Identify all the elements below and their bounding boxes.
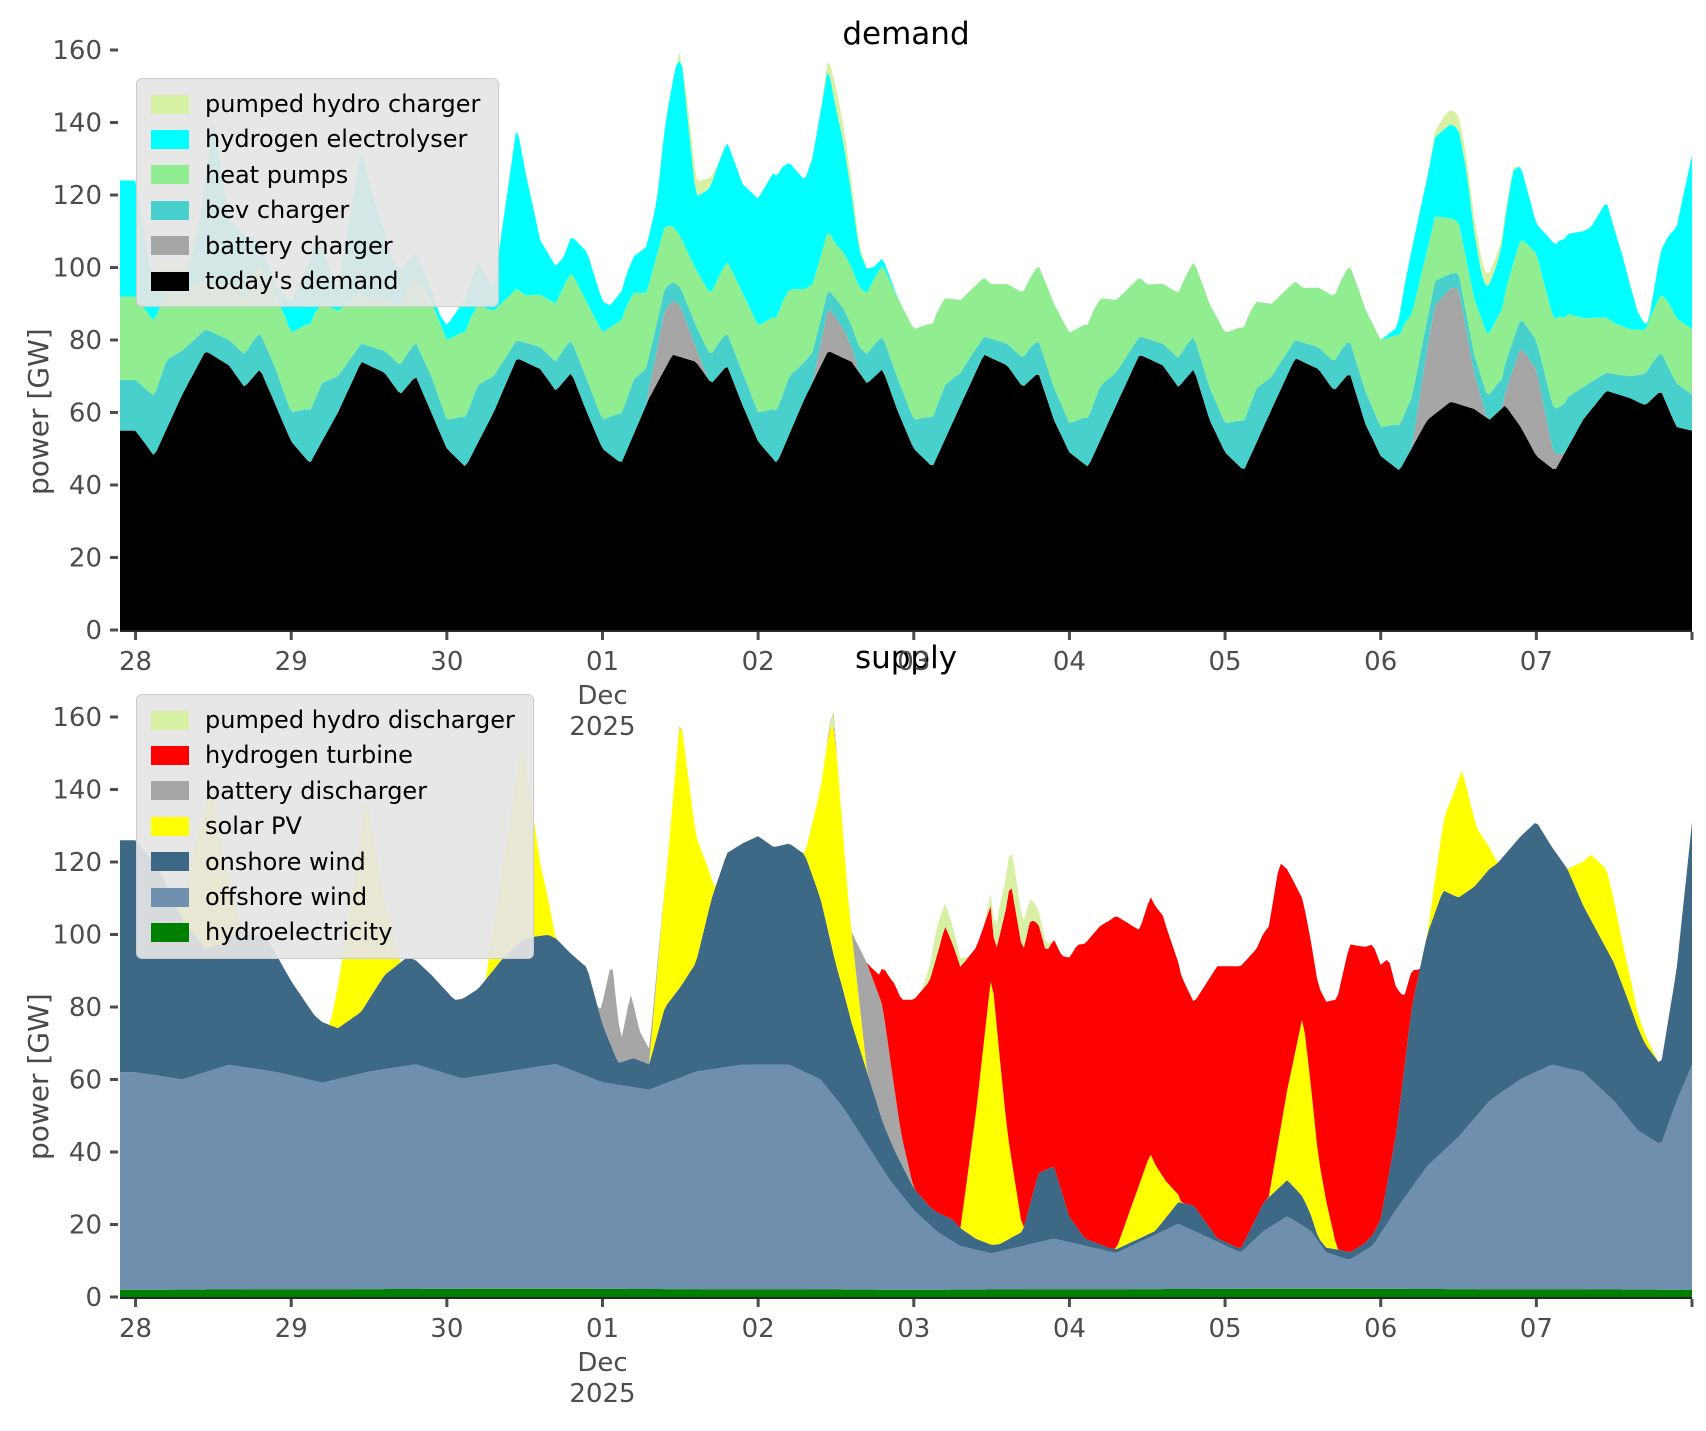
x-tick-label: 06: [1364, 1314, 1397, 1344]
x-tick-label: 03: [897, 1314, 930, 1344]
supply-legend: pumped hydro discharger hydrogen turbine b…: [136, 694, 534, 959]
y-tick-label: 140: [52, 776, 102, 806]
legend-swatch-icon: [151, 746, 189, 766]
series-battery-charger: [120, 288, 1692, 470]
x-tick-label: 04: [1053, 647, 1086, 677]
legend-label: offshore wind: [205, 882, 368, 911]
x-tick-label: 01: [586, 647, 619, 677]
x-tick-label: 05: [1209, 647, 1242, 677]
legend-label: onshore wind: [205, 847, 366, 876]
series-hydrogen-electrolyser: [120, 61, 1692, 340]
series-onshore-wind: [120, 822, 1692, 1260]
legend-label: today's demand: [205, 266, 399, 295]
legend-label: solar PV: [205, 812, 302, 841]
x-axis-month-label: Dec: [577, 681, 627, 711]
x-tick-label: 30: [430, 1314, 463, 1344]
y-tick-label: 20: [69, 1211, 102, 1241]
y-tick-label: 0: [85, 616, 102, 646]
x-tick-label: 07: [1520, 1314, 1553, 1344]
x-axis-year-label: 2025: [569, 712, 635, 742]
legend-swatch-icon: [151, 165, 189, 185]
legend-swatch-icon: [151, 271, 189, 291]
x-tick-label: 06: [1364, 647, 1397, 677]
x-tick-label: 02: [742, 1314, 775, 1344]
legend-label: hydrogen electrolyser: [205, 125, 468, 154]
x-axis-year-label: 2025: [569, 1379, 635, 1409]
y-tick-label: 120: [52, 181, 102, 211]
y-tick-label: 160: [52, 703, 102, 733]
y-tick-label: 40: [69, 1138, 102, 1168]
legend-row: hydroelectricity: [151, 918, 515, 947]
series-bev-charger: [120, 272, 1692, 470]
legend-row: pumped hydro discharger: [151, 707, 515, 733]
legend-label: pumped hydro charger: [205, 90, 481, 118]
x-tick-label: 02: [742, 647, 775, 677]
legend-row: hydrogen electrolyser: [151, 125, 480, 154]
y-tick-label: 80: [69, 993, 102, 1023]
x-tick-label: 05: [1209, 1314, 1242, 1344]
y-tick-label: 140: [52, 109, 102, 139]
series-hydrogen-turbine: [120, 712, 1692, 1252]
y-tick-label: 60: [69, 1066, 102, 1096]
legend-label: battery discharger: [205, 776, 428, 805]
y-tick-label: 60: [69, 399, 102, 429]
demand-legend: pumped hydro charger hydrogen electrolyse…: [136, 78, 500, 308]
legend-swatch-icon: [151, 852, 189, 872]
x-tick-label: 04: [1053, 1314, 1086, 1344]
legend-row: heat pumps: [151, 160, 480, 189]
legend-row: today's demand: [151, 268, 480, 294]
legend-label: hydroelectricity: [205, 918, 393, 947]
series-hydroelectricity: [120, 1288, 1692, 1297]
series-offshore-wind: [120, 1064, 1692, 1290]
x-tick-label: 28: [119, 1314, 152, 1344]
series-today-s-demand: [120, 351, 1692, 630]
series-heat-pumps: [120, 216, 1692, 427]
legend-label: bev charger: [205, 196, 350, 225]
legend-swatch-icon: [151, 94, 189, 114]
legend-row: onshore wind: [151, 847, 515, 876]
legend-swatch-icon: [151, 781, 189, 801]
x-tick-label: 29: [275, 647, 308, 677]
x-tick-label: 01: [586, 1314, 619, 1344]
y-tick-label: 80: [69, 326, 102, 356]
x-tick-label: 03: [897, 647, 930, 677]
legend-label: pumped hydro discharger: [205, 706, 515, 734]
legend-swatch-icon: [151, 200, 189, 220]
legend-row: offshore wind: [151, 884, 515, 910]
x-axis-month-label: Dec: [577, 1348, 627, 1378]
legend-row: battery discharger: [151, 776, 515, 805]
legend-row: pumped hydro charger: [151, 91, 480, 117]
legend-row: solar PV: [151, 812, 515, 841]
demand-chart-title: demand: [842, 16, 970, 52]
legend-row: battery charger: [151, 231, 480, 260]
y-tick-label: 20: [69, 544, 102, 574]
x-tick-label: 28: [119, 647, 152, 677]
y-tick-label: 160: [52, 36, 102, 66]
x-tick-label: 30: [430, 647, 463, 677]
legend-swatch-icon: [151, 236, 189, 256]
y-tick-label: 100: [52, 254, 102, 284]
legend-label: battery charger: [205, 231, 393, 260]
y-tick-label: 0: [85, 1283, 102, 1313]
supply-chart-title: supply: [854, 640, 958, 676]
legend-label: heat pumps: [205, 160, 349, 189]
x-tick-label: 29: [275, 1314, 308, 1344]
y-tick-label: 100: [52, 921, 102, 951]
x-tick-label: 07: [1520, 647, 1553, 677]
legend-swatch-icon: [151, 816, 189, 836]
legend-swatch-icon: [151, 887, 189, 907]
legend-swatch-icon: [151, 710, 189, 730]
legend-label: hydrogen turbine: [205, 741, 413, 770]
legend-swatch-icon: [151, 130, 189, 150]
legend-swatch-icon: [151, 923, 189, 943]
y-tick-label: 40: [69, 471, 102, 501]
legend-row: bev charger: [151, 196, 480, 225]
legend-row: hydrogen turbine: [151, 741, 515, 770]
y-tick-label: 120: [52, 848, 102, 878]
